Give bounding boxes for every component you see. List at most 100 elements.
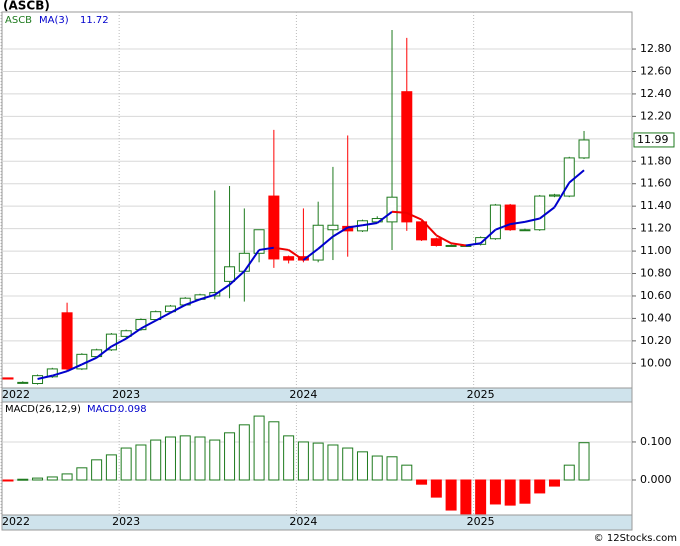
x-tick-label: 2023	[112, 515, 140, 528]
x-tick-label: 2022	[2, 388, 30, 401]
macd-bar	[327, 444, 339, 481]
legend-entry: ASCB	[5, 15, 32, 26]
macd-bar	[519, 479, 531, 504]
y-tick-label: 11.60	[640, 177, 672, 190]
ma-segment	[539, 206, 556, 220]
ma-segment	[553, 182, 571, 208]
macd-bar	[548, 479, 560, 487]
ma-segment	[479, 229, 497, 244]
ma-segment	[258, 246, 275, 251]
y-tick-label: 11.40	[640, 199, 672, 212]
macd-bar	[253, 415, 265, 481]
legend-entry: MA(3)	[39, 15, 69, 26]
macd-bar	[312, 442, 324, 481]
ma-segment	[568, 169, 585, 184]
candle-body	[548, 194, 560, 197]
ma-segment	[524, 217, 540, 223]
candle-body	[445, 244, 457, 247]
y-tick-label: 10.60	[640, 289, 672, 302]
y-tick-label: 10.00	[640, 356, 672, 369]
ma-segment	[140, 319, 157, 330]
macd-bar	[179, 435, 191, 481]
macd-bar	[91, 459, 103, 481]
ma-segment	[362, 222, 378, 227]
y-tick-label: 0.100	[640, 435, 672, 448]
macd-bar	[504, 479, 516, 506]
ma-segment	[465, 242, 481, 247]
ma-segment	[228, 270, 245, 286]
candle-body	[401, 91, 413, 223]
price-panel	[1, 11, 633, 389]
macd-bar	[135, 444, 147, 481]
candle-body	[386, 196, 398, 223]
macd-bar	[386, 456, 398, 481]
macd-bar	[445, 479, 457, 511]
ma-segment	[125, 327, 142, 340]
macd-bar	[563, 464, 575, 481]
ma-segment	[199, 293, 216, 301]
x-tick-label: 2023	[112, 388, 140, 401]
x-tick-label: 2024	[289, 388, 317, 401]
candle-body	[238, 252, 250, 272]
macd-bar	[194, 436, 206, 481]
ma-segment	[288, 249, 304, 261]
candle-body	[504, 204, 516, 231]
price-tag-label: 11.99	[637, 133, 669, 146]
ma-segment	[332, 226, 349, 238]
candle-body	[416, 221, 428, 241]
candle-body	[563, 157, 575, 197]
candle-body	[224, 266, 236, 282]
y-tick-label: 11.80	[640, 154, 672, 167]
ma-segment	[243, 249, 260, 272]
macd-bar	[105, 454, 117, 481]
legend-entry: MACD:	[87, 404, 120, 415]
ma-segment	[435, 234, 452, 245]
macd-bar	[224, 432, 236, 481]
macd-title: MACD(26,12,9)	[5, 404, 81, 415]
x-tick-label: 2024	[289, 515, 317, 528]
y-tick-label: 0.000	[640, 473, 672, 486]
macd-bar	[164, 436, 176, 481]
macd-bar	[32, 477, 44, 481]
ma-segment	[495, 223, 511, 231]
candle-body	[105, 333, 117, 351]
date-strip	[1, 514, 633, 531]
ma-segment	[66, 363, 83, 373]
macd-bar	[283, 435, 295, 481]
macd-bar	[371, 455, 383, 481]
macd-bar	[578, 442, 590, 481]
ma-segment	[347, 224, 363, 229]
macd-bar	[475, 479, 487, 515]
ma-segment	[81, 356, 98, 366]
ma-segment	[450, 242, 467, 247]
candle-body	[430, 238, 442, 246]
ma-segment	[170, 304, 186, 314]
price-tag	[633, 132, 675, 148]
macd-bar	[342, 447, 354, 481]
ma-segment	[37, 374, 53, 380]
candle-body	[534, 195, 546, 231]
candle-body	[46, 368, 58, 378]
ma-segment	[214, 283, 231, 296]
y-tick-label: 10.80	[640, 267, 672, 280]
macd-bar	[76, 467, 88, 481]
ma-segment	[302, 248, 319, 261]
macd-bar	[209, 439, 221, 481]
candle-body	[32, 375, 44, 385]
ma-segment	[110, 337, 127, 348]
macd-bar	[120, 447, 132, 481]
ma-segment	[420, 218, 438, 237]
macd-bar	[150, 439, 162, 481]
ma-segment	[317, 235, 334, 250]
candle-body	[253, 229, 265, 254]
ma-segment	[96, 345, 112, 359]
y-tick-label: 11.00	[640, 244, 672, 257]
macd-bar	[297, 441, 309, 481]
x-tick-label: 2025	[467, 515, 495, 528]
x-tick-label: 2025	[467, 388, 495, 401]
watermark: © 12Stocks.com	[594, 533, 677, 544]
ma-segment	[391, 210, 407, 214]
macd-bar	[401, 464, 413, 481]
y-tick-label: 10.20	[640, 334, 672, 347]
candle-body	[2, 377, 14, 380]
